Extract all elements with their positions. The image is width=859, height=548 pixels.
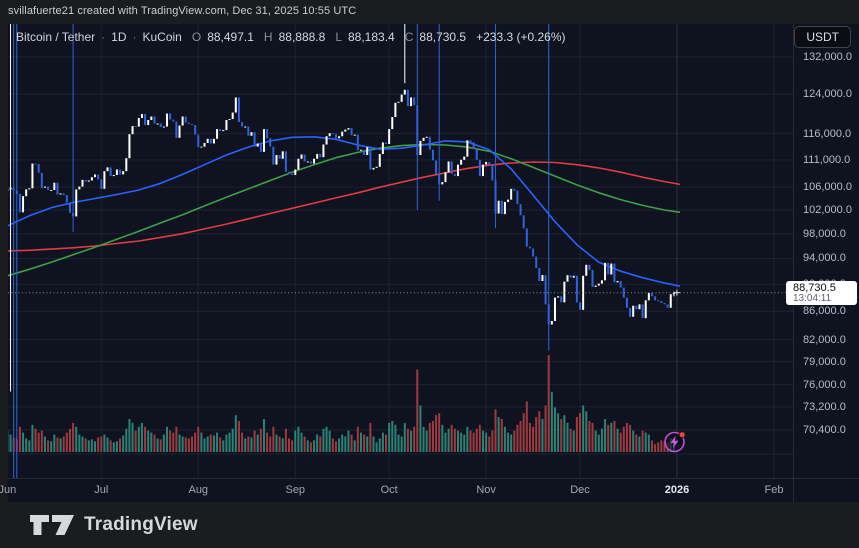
price-tick-label: 98,000.0 xyxy=(803,227,846,240)
lightning-icon xyxy=(664,431,686,453)
tradingview-logo-text[interactable]: TradingView xyxy=(84,514,198,535)
last-price-marker xyxy=(673,289,680,296)
time-axis[interactable]: Jun Jul Aug Sep Oct Nov Dec 2026 Feb xyxy=(0,478,859,503)
time-tick-label: Jun xyxy=(0,484,17,496)
price-tick-label: 102,000.0 xyxy=(803,203,852,216)
time-tick-label: Sep xyxy=(285,484,306,496)
high-prefix: H xyxy=(263,30,273,44)
price-tick-label: 73,200.0 xyxy=(803,400,846,413)
axis-corner-divider xyxy=(793,478,794,502)
time-tick-label: Feb xyxy=(764,484,784,496)
price-tick-label: 76,000.0 xyxy=(803,378,846,391)
chart-legend: Bitcoin / Tether · 1D · KuCoin O 88,497.… xyxy=(16,30,566,44)
tradingview-logo-icon[interactable] xyxy=(30,514,75,536)
current-price-label: 88,730.5 13:04:11 xyxy=(786,280,857,305)
currency-toggle-button[interactable]: USDT xyxy=(794,26,851,48)
ma-mid-line xyxy=(8,143,681,277)
chart-pane[interactable]: Bitcoin / Tether · 1D · KuCoin O 88,497.… xyxy=(0,24,859,503)
volume-layer xyxy=(8,355,675,452)
price-tick-label: 106,000.0 xyxy=(803,181,852,194)
high-value: 88,888.8 xyxy=(278,30,326,44)
price-tick-label: 82,000.0 xyxy=(803,333,846,346)
candles-layer xyxy=(8,24,675,478)
ma-slow-line xyxy=(8,161,681,252)
grid-layer xyxy=(8,24,793,478)
current-price-value: 88,730.5 xyxy=(793,281,836,294)
price-tick-label: 86,000.0 xyxy=(803,305,846,318)
separator-dot: · xyxy=(132,30,137,44)
open-prefix: O xyxy=(191,30,202,44)
symbol-title[interactable]: Bitcoin / Tether xyxy=(16,30,96,44)
price-tick-label: 70,400.0 xyxy=(803,424,846,437)
price-tick-label: 111,000.0 xyxy=(803,153,851,166)
bar-countdown: 13:04:11 xyxy=(793,292,832,304)
interval-label[interactable]: 1D xyxy=(111,30,127,44)
open-value: 88,497.1 xyxy=(207,30,254,44)
price-axis[interactable]: 132,000.0 124,000.0 116,000.0 111,000.0 106,… xyxy=(793,24,859,478)
time-tick-label: Nov xyxy=(476,484,496,496)
price-chart-canvas[interactable] xyxy=(8,24,793,478)
price-tick-label: 124,000.0 xyxy=(803,88,852,101)
time-tick-label: Dec xyxy=(570,484,590,496)
exchange-label: KuCoin xyxy=(142,30,182,44)
time-tick-label: Oct xyxy=(380,484,398,496)
price-tick-label: 79,000.0 xyxy=(803,355,846,368)
time-tick-label: Jul xyxy=(94,484,109,496)
flash-reaction-button[interactable] xyxy=(663,430,687,454)
price-tick-label: 116,000.0 xyxy=(803,127,852,140)
close-prefix: C xyxy=(404,30,414,44)
footer-bar: TradingView xyxy=(0,502,859,548)
ma-fast-line xyxy=(8,136,681,287)
time-tick-label: Aug xyxy=(188,484,209,496)
change-value: +233.3 (+0.26%) xyxy=(476,30,566,44)
price-tick-label: 132,000.0 xyxy=(803,51,852,63)
attribution-bar: svillafuerte21 created with TradingView.… xyxy=(0,0,859,24)
low-value: 88,183.4 xyxy=(348,30,395,44)
low-prefix: L xyxy=(335,30,342,44)
time-tick-label: 2026 xyxy=(664,484,690,496)
attribution-text: svillafuerte21 created with TradingView.… xyxy=(8,5,357,17)
close-value: 88,730.5 xyxy=(419,30,467,44)
price-tick-label: 94,000.0 xyxy=(803,252,846,265)
separator-dot: · xyxy=(101,30,106,44)
